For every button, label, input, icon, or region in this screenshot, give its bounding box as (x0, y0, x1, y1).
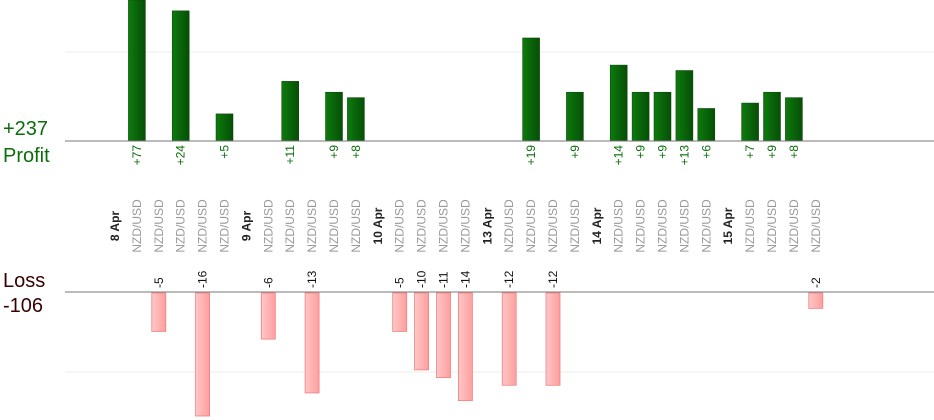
loss-value-label: -5 (393, 277, 407, 288)
date-label: 8 Apr (108, 211, 122, 242)
value-labels: +77 -5 +24 -16 +5 -6 +11 -13 +9 +8 -5 -10 -11 -14 -12 +… (130, 145, 823, 288)
pair-label: NZD/USD (152, 199, 166, 253)
profit-bar (215, 113, 234, 142)
profit-total: +237 (3, 118, 49, 140)
loss-label: Loss (3, 270, 46, 292)
pair-label: NZD/USD (546, 199, 560, 253)
profit-bar (347, 97, 365, 142)
pair-label: NZD/USD (196, 199, 210, 253)
profit-bar (522, 37, 540, 142)
pair-label: NZD/USD (261, 199, 275, 253)
profit-bar (653, 91, 672, 142)
pair-label: NZD/USD (174, 199, 188, 253)
profit-value-label: +9 (765, 145, 779, 159)
profit-value-label: +24 (174, 145, 188, 166)
profit-value-label: +11 (283, 145, 297, 165)
pair-label: NZD/USD (524, 199, 538, 253)
profit-bar (741, 102, 759, 142)
profit-value-label: +8 (787, 145, 801, 159)
category-labels: 8 Apr NZD/USD NZD/USD NZD/USD NZD/USD NZD/USD… (108, 199, 823, 253)
loss-value-label: -10 (415, 270, 429, 288)
profit-bar (609, 64, 628, 142)
pair-label: NZD/USD (437, 199, 451, 253)
loss-value-label: -11 (437, 271, 451, 288)
profit-bar (785, 97, 803, 142)
pair-label: NZD/USD (787, 199, 801, 253)
pair-label: NZD/USD (612, 199, 626, 253)
profit-value-label: +8 (349, 145, 363, 159)
profit-bar (763, 91, 781, 142)
profit-label: Profit (3, 145, 50, 167)
pair-label: NZD/USD (809, 199, 823, 253)
profit-bar (281, 81, 299, 142)
axes (65, 140, 934, 293)
profit-value-label: +9 (568, 145, 582, 159)
loss-bar (392, 292, 408, 332)
profit-value-label: +19 (524, 145, 538, 166)
pair-label: NZD/USD (743, 199, 757, 253)
pair-label: NZD/USD (656, 199, 670, 253)
pair-label: NZD/USD (699, 199, 713, 253)
pair-label: NZD/USD (634, 199, 648, 253)
loss-bar (195, 292, 211, 417)
profit-value-label: +77 (130, 145, 144, 166)
profit-bar (171, 10, 190, 142)
profit-bar (566, 91, 584, 142)
pair-label: NZD/USD (349, 199, 363, 253)
pair-label: NZD/USD (502, 199, 516, 253)
bars (128, 0, 824, 417)
profit-value-label: +14 (612, 145, 626, 166)
loss-bar (304, 292, 320, 394)
loss-bar (414, 292, 430, 371)
profit-value-label: +7 (743, 145, 757, 159)
pair-label: NZD/USD (283, 199, 297, 253)
date-label: 15 Apr (721, 207, 735, 244)
profit-value-label: +13 (677, 145, 691, 166)
loss-value-label: -6 (261, 277, 275, 288)
profit-value-label: +9 (634, 145, 648, 159)
date-label: 14 Apr (590, 207, 604, 244)
profit-value-label: +6 (699, 145, 713, 159)
loss-value-label: -14 (458, 270, 472, 288)
pair-label: NZD/USD (677, 199, 691, 253)
pair-label: NZD/USD (568, 199, 582, 253)
pair-label: NZD/USD (393, 199, 407, 253)
profit-bar (675, 70, 694, 142)
pair-label: NZD/USD (458, 199, 472, 253)
loss-bar (260, 292, 276, 340)
loss-bar (545, 292, 561, 386)
pair-label: NZD/USD (218, 199, 232, 253)
profit-bar (697, 108, 716, 142)
pair-label: NZD/USD (415, 199, 429, 253)
profit-bar (631, 91, 650, 142)
profit-value-label: +9 (327, 145, 341, 159)
loss-bar (436, 292, 451, 378)
loss-total: -106 (3, 295, 44, 317)
pair-label: NZD/USD (765, 199, 779, 253)
loss-value-label: -12 (546, 270, 560, 288)
loss-value-label: -13 (305, 270, 319, 288)
loss-bar (457, 292, 473, 402)
date-label: 10 Apr (371, 207, 385, 244)
profit-bar (325, 91, 343, 142)
loss-bar (151, 292, 167, 332)
pair-label: NZD/USD (305, 199, 319, 253)
date-label: 9 Apr (239, 211, 253, 242)
date-label: 13 Apr (480, 207, 494, 244)
pair-label: NZD/USD (130, 199, 144, 253)
loss-value-label: -2 (809, 277, 823, 288)
profit-bar (128, 0, 146, 142)
loss-bar (501, 292, 517, 386)
loss-value-label: -12 (502, 270, 516, 288)
loss-value-label: -16 (196, 270, 210, 288)
profit-value-label: +9 (656, 145, 670, 159)
pair-label: NZD/USD (327, 199, 341, 253)
loss-bar (808, 292, 824, 309)
profit-value-label: +5 (218, 145, 232, 159)
loss-value-label: -5 (152, 277, 166, 288)
